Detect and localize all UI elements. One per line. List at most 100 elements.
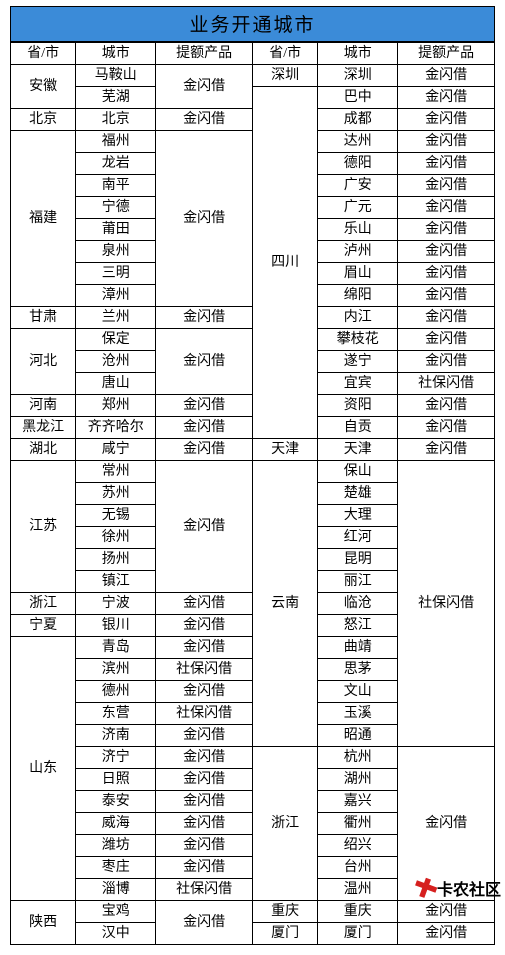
product-cell: 金闪借 bbox=[156, 725, 253, 747]
table-title: 业务开通城市 bbox=[10, 6, 495, 42]
product-cell: 金闪借 bbox=[156, 65, 253, 109]
city-cell: 济宁 bbox=[76, 747, 156, 769]
province-cell: 重庆 bbox=[252, 901, 317, 923]
city-cell: 临沧 bbox=[318, 593, 398, 615]
col-province-right: 省/市 bbox=[252, 43, 317, 65]
product-cell: 金闪借 bbox=[156, 857, 253, 879]
table-header-row: 省/市 城市 提额产品 省/市 城市 提额产品 bbox=[11, 43, 495, 65]
product-cell: 金闪借 bbox=[398, 923, 495, 945]
city-cell: 银川 bbox=[76, 615, 156, 637]
product-cell: 金闪借 bbox=[156, 615, 253, 637]
city-cell: 咸宁 bbox=[76, 439, 156, 461]
table-row: 湖北咸宁金闪借天津天津金闪借 bbox=[11, 439, 495, 461]
col-product-left: 提额产品 bbox=[156, 43, 253, 65]
product-cell: 金闪借 bbox=[398, 109, 495, 131]
product-cell: 金闪借 bbox=[156, 813, 253, 835]
product-cell: 金闪借 bbox=[156, 307, 253, 329]
city-cell: 郑州 bbox=[76, 395, 156, 417]
product-cell: 金闪借 bbox=[156, 747, 253, 769]
city-cell: 内江 bbox=[318, 307, 398, 329]
product-cell: 金闪借 bbox=[156, 901, 253, 945]
city-cell: 曲靖 bbox=[318, 637, 398, 659]
city-cell: 天津 bbox=[318, 439, 398, 461]
product-cell: 金闪借 bbox=[156, 791, 253, 813]
product-cell: 金闪借 bbox=[156, 417, 253, 439]
province-cell: 陕西 bbox=[11, 901, 76, 945]
city-cell: 乐山 bbox=[318, 219, 398, 241]
table-row: 安徽马鞍山金闪借深圳深圳金闪借 bbox=[11, 65, 495, 87]
product-cell: 金闪借 bbox=[398, 65, 495, 87]
city-cell: 泰安 bbox=[76, 791, 156, 813]
city-cell: 绵阳 bbox=[318, 285, 398, 307]
city-cell: 巴中 bbox=[318, 87, 398, 109]
city-cell: 衢州 bbox=[318, 813, 398, 835]
city-cell: 福州 bbox=[76, 131, 156, 153]
province-cell: 河南 bbox=[11, 395, 76, 417]
province-cell: 河北 bbox=[11, 329, 76, 395]
city-cell: 湖州 bbox=[318, 769, 398, 791]
province-cell: 山东 bbox=[11, 637, 76, 901]
product-cell: 金闪借 bbox=[398, 285, 495, 307]
product-cell: 金闪借 bbox=[156, 769, 253, 791]
product-cell: 社保闪借 bbox=[398, 461, 495, 747]
product-cell: 金闪借 bbox=[156, 109, 253, 131]
product-cell: 金闪借 bbox=[156, 835, 253, 857]
table-row: 陕西宝鸡金闪借重庆重庆金闪借 bbox=[11, 901, 495, 923]
province-cell: 四川 bbox=[252, 87, 317, 439]
product-cell: 社保闪借 bbox=[398, 373, 495, 395]
city-cell: 保山 bbox=[318, 461, 398, 483]
city-cell: 三明 bbox=[76, 263, 156, 285]
city-cell: 无锡 bbox=[76, 505, 156, 527]
product-cell: 社保闪借 bbox=[156, 659, 253, 681]
city-cell: 苏州 bbox=[76, 483, 156, 505]
city-cell: 泉州 bbox=[76, 241, 156, 263]
province-cell: 厦门 bbox=[252, 923, 317, 945]
city-cell: 芜湖 bbox=[76, 87, 156, 109]
city-cell: 汉中 bbox=[76, 923, 156, 945]
product-cell: 金闪借 bbox=[156, 395, 253, 417]
city-cell: 昭通 bbox=[318, 725, 398, 747]
city-cell: 厦门 bbox=[318, 923, 398, 945]
product-cell: 金闪借 bbox=[156, 681, 253, 703]
table-row: 芜湖四川巴中金闪借 bbox=[11, 87, 495, 109]
product-cell: 金闪借 bbox=[398, 131, 495, 153]
city-cell: 日照 bbox=[76, 769, 156, 791]
product-cell: 金闪借 bbox=[398, 417, 495, 439]
province-cell: 天津 bbox=[252, 439, 317, 461]
col-city-right: 城市 bbox=[318, 43, 398, 65]
city-cell: 文山 bbox=[318, 681, 398, 703]
city-cell: 红河 bbox=[318, 527, 398, 549]
city-cell: 攀枝花 bbox=[318, 329, 398, 351]
province-cell: 浙江 bbox=[252, 747, 317, 901]
product-cell: 金闪借 bbox=[156, 329, 253, 395]
province-cell: 云南 bbox=[252, 461, 317, 747]
product-cell: 金闪借 bbox=[398, 395, 495, 417]
province-cell: 宁夏 bbox=[11, 615, 76, 637]
city-cell: 兰州 bbox=[76, 307, 156, 329]
product-cell: 社保闪借 bbox=[156, 703, 253, 725]
city-cell: 淄博 bbox=[76, 879, 156, 901]
product-cell: 金闪借 bbox=[398, 153, 495, 175]
product-cell: 金闪借 bbox=[398, 351, 495, 373]
city-cell: 南平 bbox=[76, 175, 156, 197]
city-cell: 潍坊 bbox=[76, 835, 156, 857]
city-cell: 宝鸡 bbox=[76, 901, 156, 923]
city-cell: 自贡 bbox=[318, 417, 398, 439]
product-cell: 金闪借 bbox=[156, 131, 253, 307]
city-cell: 龙岩 bbox=[76, 153, 156, 175]
city-cell: 沧州 bbox=[76, 351, 156, 373]
city-cell: 青岛 bbox=[76, 637, 156, 659]
page-root: 业务开通城市 省/市 城市 提额产品 省/市 城市 提额产品 安徽马鞍山金闪借深… bbox=[0, 0, 505, 955]
product-cell: 金闪借 bbox=[156, 461, 253, 593]
province-cell: 福建 bbox=[11, 131, 76, 307]
city-cell: 绍兴 bbox=[318, 835, 398, 857]
table-row: 济宁金闪借浙江杭州金闪借 bbox=[11, 747, 495, 769]
city-cell: 威海 bbox=[76, 813, 156, 835]
city-cell: 广安 bbox=[318, 175, 398, 197]
product-cell: 金闪借 bbox=[398, 901, 495, 923]
table-row: 汉中厦门厦门金闪借 bbox=[11, 923, 495, 945]
city-cell: 温州 bbox=[318, 879, 398, 901]
city-cell: 成都 bbox=[318, 109, 398, 131]
city-cell: 宁德 bbox=[76, 197, 156, 219]
product-cell: 金闪借 bbox=[156, 593, 253, 615]
